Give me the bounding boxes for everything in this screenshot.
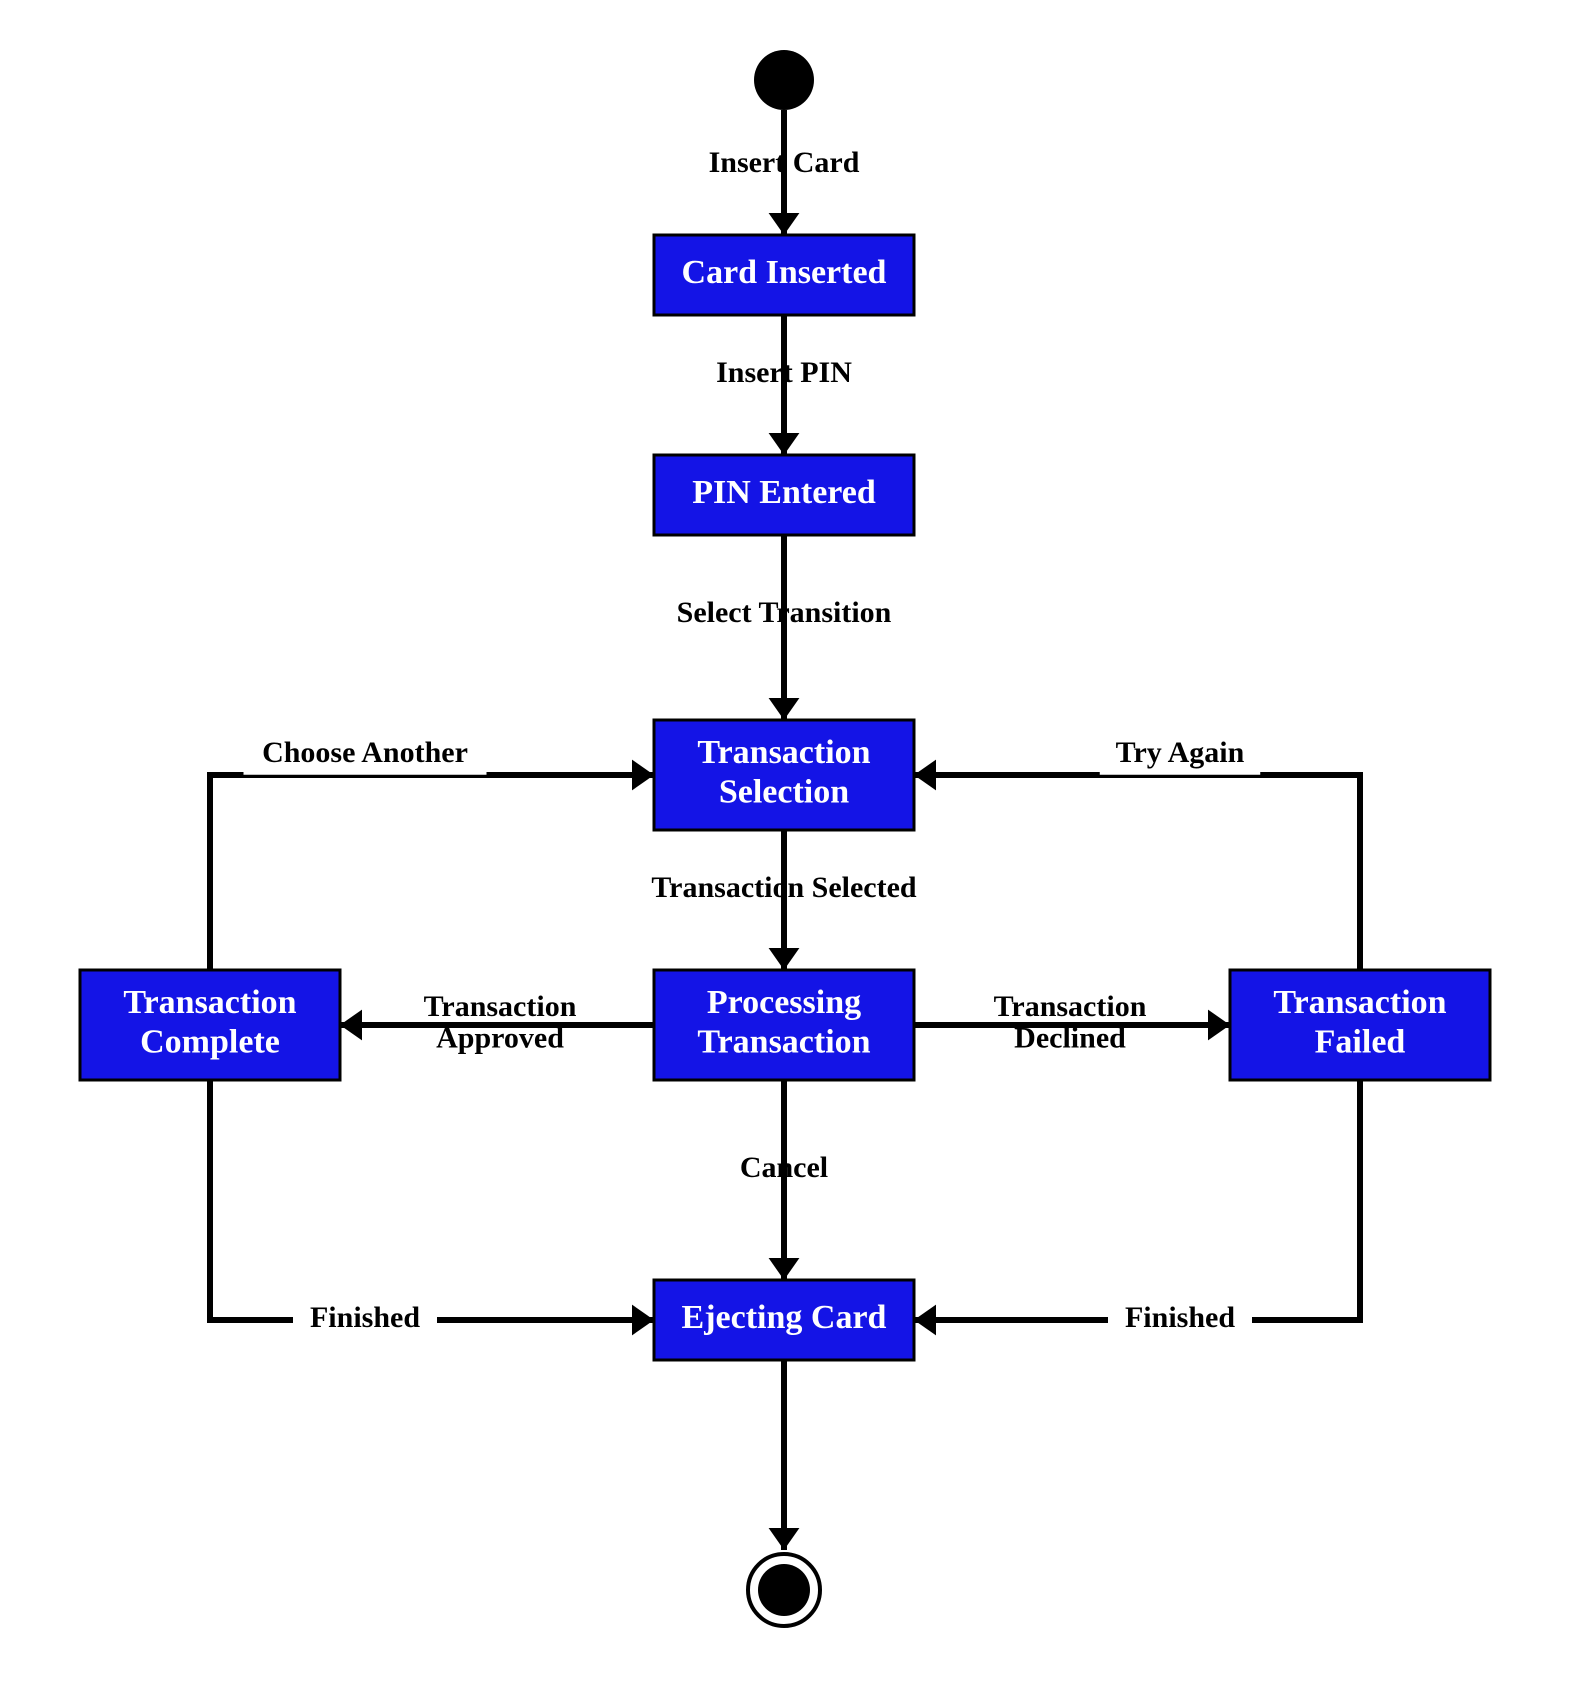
e_complete_sel-label: Choose Another xyxy=(262,736,468,769)
state-transaction_selection-label: Transaction xyxy=(697,734,870,771)
e_proc_complete-label: Transaction xyxy=(424,990,577,1023)
state-failed-label: Transaction xyxy=(1273,984,1446,1021)
e_failed_eject-label: Finished xyxy=(1125,1301,1235,1334)
e_proc_eject-label: Cancel xyxy=(740,1151,828,1184)
e_complete_eject-label: Finished xyxy=(310,1301,420,1334)
e_proc_complete-label: Approved xyxy=(436,1022,564,1055)
e_pin_sel-label: Select Transition xyxy=(677,596,892,629)
state-ejecting-label: Ejecting Card xyxy=(682,1299,887,1336)
state-pin_entered-label: PIN Entered xyxy=(692,474,876,511)
e_sel_proc-label: Transaction Selected xyxy=(651,871,917,904)
state-complete-label: Complete xyxy=(140,1023,280,1060)
state-transaction_selection-label: Selection xyxy=(719,773,849,810)
state-processing-label: Processing xyxy=(707,984,861,1021)
state-diagram: Card InsertedPIN EnteredTransactionSelec… xyxy=(0,0,1569,1683)
state-card_inserted-label: Card Inserted xyxy=(682,254,887,291)
end-node xyxy=(758,1564,810,1616)
e_card_pin-label: Insert PIN xyxy=(716,356,852,389)
state-failed-label: Failed xyxy=(1315,1023,1406,1060)
state-complete-label: Transaction xyxy=(123,984,296,1021)
e_proc_failed-label: Declined xyxy=(1014,1022,1126,1055)
e_failed_eject xyxy=(914,1080,1360,1320)
start-node xyxy=(754,50,814,110)
e_start_card-label: Insert Card xyxy=(709,146,860,179)
e_failed_sel xyxy=(914,775,1360,970)
e_complete_eject xyxy=(210,1080,654,1320)
e_proc_failed-label: Transaction xyxy=(994,990,1147,1023)
state-processing-label: Transaction xyxy=(697,1023,870,1060)
e_complete_sel xyxy=(210,775,654,970)
e_failed_sel-label: Try Again xyxy=(1116,736,1245,769)
